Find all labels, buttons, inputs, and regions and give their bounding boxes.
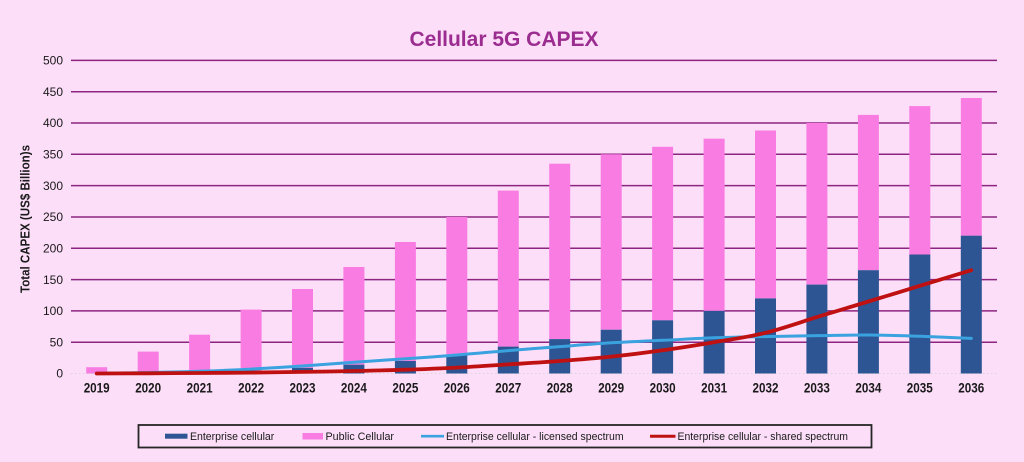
svg-text:Enterprise cellular - licensed: Enterprise cellular - licensed spectrum <box>446 431 624 443</box>
svg-text:2034: 2034 <box>855 380 881 395</box>
svg-text:2021: 2021 <box>187 380 213 395</box>
svg-text:2028: 2028 <box>547 380 573 395</box>
svg-text:2019: 2019 <box>84 380 110 395</box>
svg-text:0: 0 <box>56 367 63 381</box>
svg-text:Public Cellular: Public Cellular <box>326 431 395 443</box>
svg-text:250: 250 <box>43 210 63 224</box>
svg-text:450: 450 <box>43 85 63 99</box>
svg-text:Enterprise cellular - shared s: Enterprise cellular - shared spectrum <box>678 431 849 443</box>
svg-text:350: 350 <box>43 148 63 162</box>
svg-text:Cellular 5G CAPEX: Cellular 5G CAPEX <box>409 28 598 51</box>
svg-text:2020: 2020 <box>135 380 161 395</box>
svg-text:100: 100 <box>43 304 63 318</box>
svg-text:400: 400 <box>43 116 63 130</box>
svg-text:2026: 2026 <box>444 380 470 395</box>
svg-text:300: 300 <box>43 179 63 193</box>
svg-text:50: 50 <box>50 335 64 349</box>
svg-text:2036: 2036 <box>958 380 984 395</box>
svg-text:2022: 2022 <box>238 380 264 395</box>
svg-text:2033: 2033 <box>804 380 830 395</box>
svg-text:2023: 2023 <box>290 380 316 395</box>
svg-text:Enterprise cellular: Enterprise cellular <box>190 431 275 443</box>
svg-text:2031: 2031 <box>701 380 727 395</box>
svg-text:Total CAPEX (US$ Billion)s: Total CAPEX (US$ Billion)s <box>18 145 33 293</box>
svg-text:200: 200 <box>43 242 63 256</box>
svg-text:500: 500 <box>43 54 63 68</box>
svg-text:2032: 2032 <box>753 380 779 395</box>
svg-text:2025: 2025 <box>392 380 418 395</box>
svg-text:150: 150 <box>43 273 63 287</box>
svg-text:2029: 2029 <box>598 380 624 395</box>
svg-text:2030: 2030 <box>650 380 676 395</box>
svg-text:2024: 2024 <box>341 380 367 395</box>
svg-text:2035: 2035 <box>907 380 933 395</box>
svg-text:2027: 2027 <box>495 380 521 395</box>
